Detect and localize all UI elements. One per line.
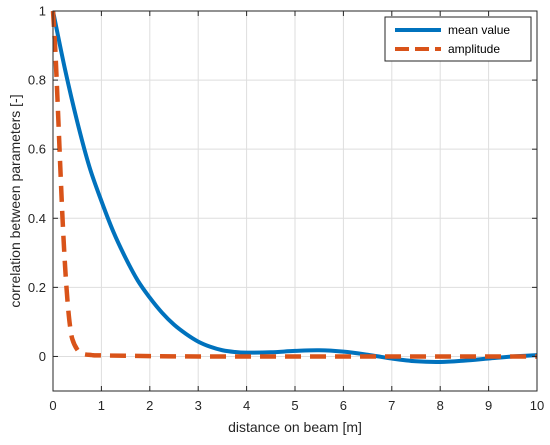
x-tick-label: 9 [485,398,492,413]
x-tick-label: 7 [388,398,395,413]
y-tick-label: 0.8 [28,73,46,88]
x-tick-label: 8 [437,398,444,413]
y-axis-label: correlation between parameters [-] [7,94,23,307]
series-line-amplitude [50,10,537,359]
y-tick-label: 0.2 [28,280,46,295]
y-tick-label: 0.6 [28,142,46,157]
y-tick-label: 0.4 [28,211,46,226]
x-tick-label: 2 [146,398,153,413]
series-layer [50,10,538,365]
axis-ticks: 0 1 2 3 4 5 6 7 8 9 10 0 0.2 0.4 0.6 0.8 1 [28,4,544,414]
y-tick-label: 0 [39,349,46,364]
x-tick-label: 0 [49,398,56,413]
legend: mean value amplitude [384,16,532,62]
x-tick-label: 4 [243,398,250,413]
x-tick-label: 3 [195,398,202,413]
legend-label-mean-value: mean value [448,23,510,37]
x-tick-label: 5 [291,398,298,413]
legend-box [384,16,532,62]
x-axis-label: distance on beam [m] [228,419,362,435]
y-tick-label: 1 [39,4,46,19]
x-tick-label: 1 [98,398,105,413]
series-line-mean-value [51,10,538,365]
x-tick-label: 6 [340,398,347,413]
x-tick-label: 10 [530,398,544,413]
legend-label-amplitude: amplitude [448,42,500,56]
